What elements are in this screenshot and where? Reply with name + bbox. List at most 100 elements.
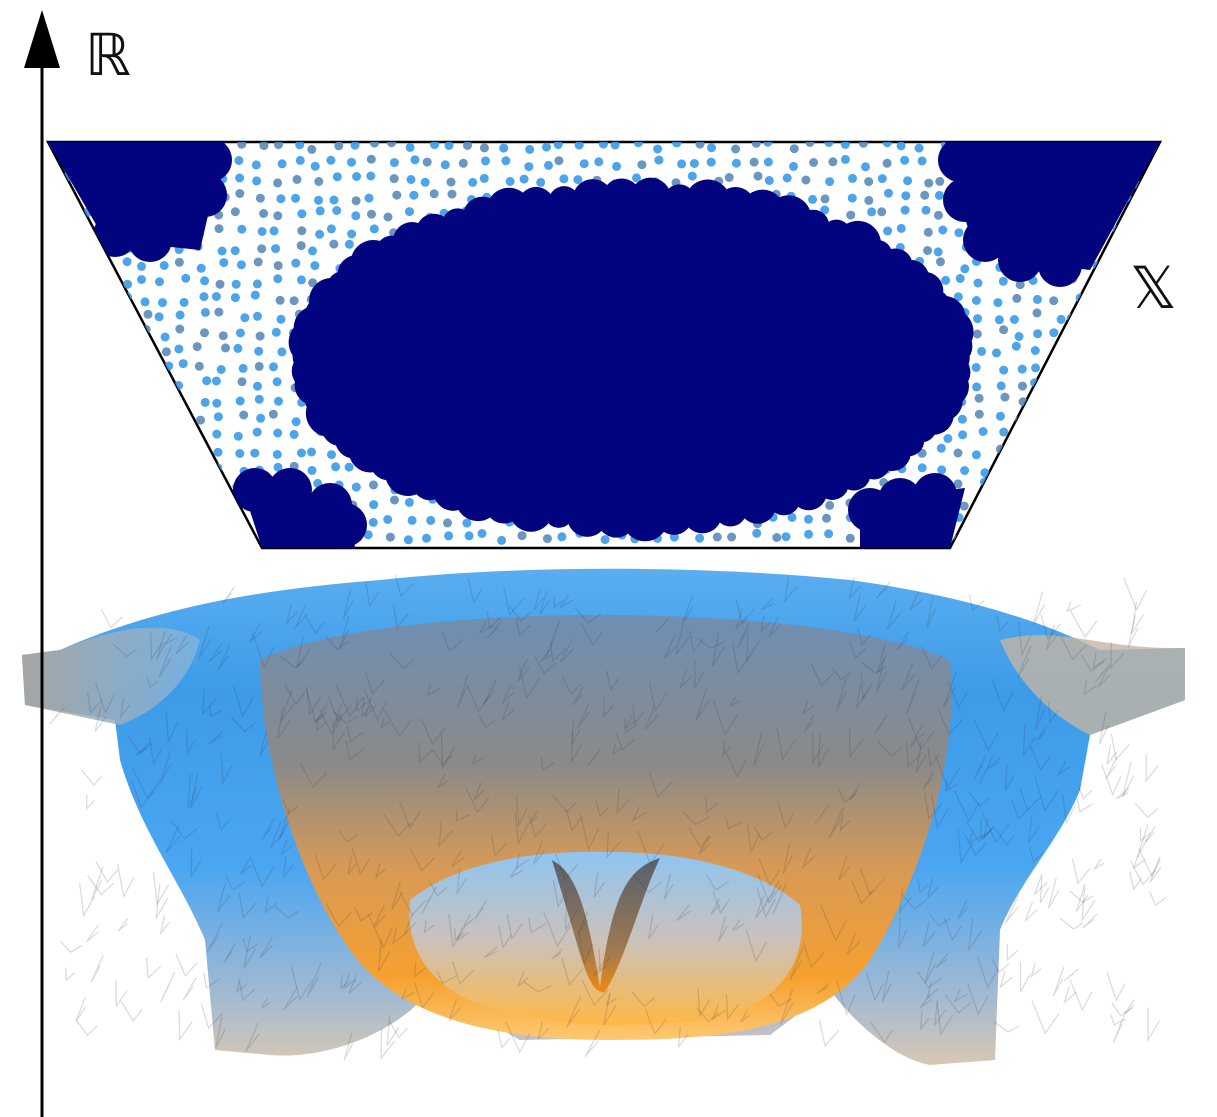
sample-point: [958, 430, 967, 439]
sample-point: [1132, 535, 1141, 544]
sample-point: [1090, 396, 1099, 405]
sample-point: [825, 501, 834, 510]
sample-point: [1128, 376, 1137, 385]
sample-point: [1146, 530, 1155, 539]
sample-point: [84, 537, 93, 546]
sample-point: [937, 465, 946, 474]
sample-point: [61, 365, 70, 374]
sample-point: [864, 196, 873, 205]
sample-point: [1111, 310, 1120, 319]
sample-point: [1073, 345, 1082, 354]
sample-point: [315, 230, 324, 239]
sample-point: [46, 399, 55, 408]
sample-point: [333, 172, 342, 181]
sample-point: [1125, 518, 1134, 527]
sample-point: [297, 449, 306, 458]
sample-point: [175, 433, 184, 442]
sample-point: [334, 141, 343, 150]
sample-point: [1151, 241, 1160, 250]
sample-point: [1146, 499, 1155, 508]
sample-point: [231, 534, 240, 543]
sample-point: [352, 196, 361, 205]
sample-point: [137, 512, 146, 521]
sample-point: [1053, 349, 1062, 358]
sample-point: [236, 397, 245, 406]
surface-facet: [87, 794, 95, 808]
surface-facet: [179, 1010, 192, 1039]
sample-point: [65, 515, 74, 524]
sample-point: [1093, 380, 1102, 389]
sample-point: [155, 277, 164, 286]
surface-facet: [1125, 1000, 1134, 1013]
surface-facet: [1130, 871, 1142, 889]
sample-point: [690, 159, 699, 168]
sample-point: [430, 189, 439, 198]
sample-point: [235, 174, 244, 183]
sample-point: [238, 377, 247, 386]
sample-point: [177, 516, 186, 525]
sample-point: [237, 225, 246, 234]
sample-point: [219, 331, 228, 340]
sample-point: [174, 534, 183, 543]
sample-point: [213, 516, 222, 525]
sample-point: [272, 328, 281, 337]
sample-point: [195, 362, 204, 371]
surface-facet: [1070, 610, 1097, 637]
surface-facet: [118, 918, 128, 931]
sample-point: [1014, 500, 1023, 509]
sample-point: [1071, 534, 1080, 543]
sample-point: [43, 411, 52, 420]
sample-point: [383, 515, 392, 524]
sample-point: [463, 141, 472, 150]
sample-point: [201, 398, 210, 407]
sample-point: [157, 449, 166, 458]
sample-point: [772, 533, 781, 542]
sample-point: [809, 158, 818, 167]
sample-point: [136, 496, 145, 505]
sample-point: [1087, 309, 1096, 318]
sample-point: [291, 259, 300, 268]
sample-point: [87, 344, 96, 353]
sample-point: [276, 296, 285, 305]
sample-point: [765, 176, 774, 185]
plane: [41, 138, 1162, 548]
sample-point: [49, 448, 58, 457]
sample-point: [1133, 397, 1142, 406]
sample-point: [1000, 393, 1009, 402]
sample-point: [82, 394, 91, 403]
sample-point: [1010, 468, 1019, 477]
sample-point: [877, 207, 886, 216]
sample-point: [365, 194, 374, 203]
surface-facet: [1025, 902, 1037, 921]
sample-point: [974, 532, 983, 541]
sample-point: [497, 536, 506, 545]
sample-point: [883, 227, 892, 236]
sample-point: [1108, 359, 1117, 368]
sample-point: [421, 178, 430, 187]
sample-point: [1148, 330, 1157, 339]
sample-point: [253, 382, 262, 391]
sample-point: [99, 281, 108, 290]
covered-edge: [567, 496, 608, 537]
sample-point: [182, 499, 191, 508]
sample-point: [254, 347, 263, 356]
sample-point: [63, 465, 72, 474]
sample-point: [536, 178, 545, 187]
sample-point: [1067, 332, 1076, 341]
sample-point: [200, 276, 209, 285]
sample-point: [1094, 347, 1103, 356]
sample-point: [1128, 448, 1137, 457]
sample-point: [594, 157, 603, 166]
sample-point: [122, 481, 131, 490]
covered-edge: [323, 503, 367, 547]
sample-point: [501, 156, 510, 165]
sample-point: [176, 311, 185, 320]
sample-point: [68, 484, 77, 493]
sample-point: [62, 240, 71, 249]
sample-point: [1012, 294, 1021, 303]
sample-point: [884, 189, 893, 198]
axis-arrow: [24, 10, 60, 68]
sample-point: [637, 160, 646, 169]
sample-point: [161, 481, 170, 490]
sample-point: [1057, 383, 1066, 392]
